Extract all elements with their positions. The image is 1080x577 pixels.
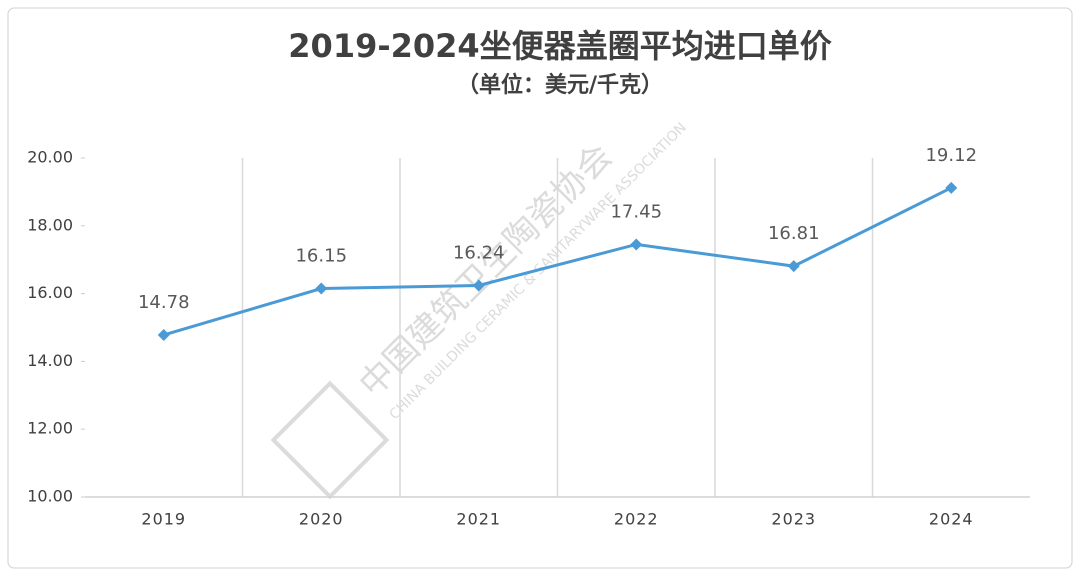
marker	[787, 260, 800, 273]
y-tick-label: 18.00	[27, 215, 73, 234]
data-label: 16.24	[453, 242, 505, 263]
x-tick-label: 2024	[929, 510, 974, 529]
marker	[472, 279, 485, 292]
y-tick-label: 12.00	[27, 419, 73, 438]
y-tick-label: 16.00	[27, 283, 73, 302]
chart-title: 2019-2024坐便器盖圈平均进口单价	[288, 27, 831, 65]
marker	[157, 328, 170, 341]
watermark-logo	[270, 380, 390, 500]
x-tick-label: 2022	[614, 510, 659, 529]
data-label: 19.12	[925, 145, 977, 166]
x-tick-label: 2021	[456, 510, 501, 529]
y-tick-label: 10.00	[27, 487, 73, 506]
marker	[945, 181, 958, 194]
data-label: 14.78	[138, 292, 190, 313]
chart-subtitle: （单位：美元/千克）	[457, 72, 663, 98]
line	[163, 186, 952, 337]
y-tick-label: 20.00	[27, 148, 73, 167]
marker	[315, 282, 328, 295]
y-tick-label: 14.00	[27, 351, 73, 370]
data-label: 16.81	[768, 223, 820, 244]
x-tick-label: 2023	[771, 510, 816, 529]
marker	[630, 238, 643, 251]
x-tick-label: 2020	[299, 510, 344, 529]
chart-frame	[7, 7, 1073, 569]
x-tick-label: 2019	[141, 510, 186, 529]
data-label: 16.15	[295, 246, 347, 267]
data-label: 17.45	[610, 201, 662, 222]
